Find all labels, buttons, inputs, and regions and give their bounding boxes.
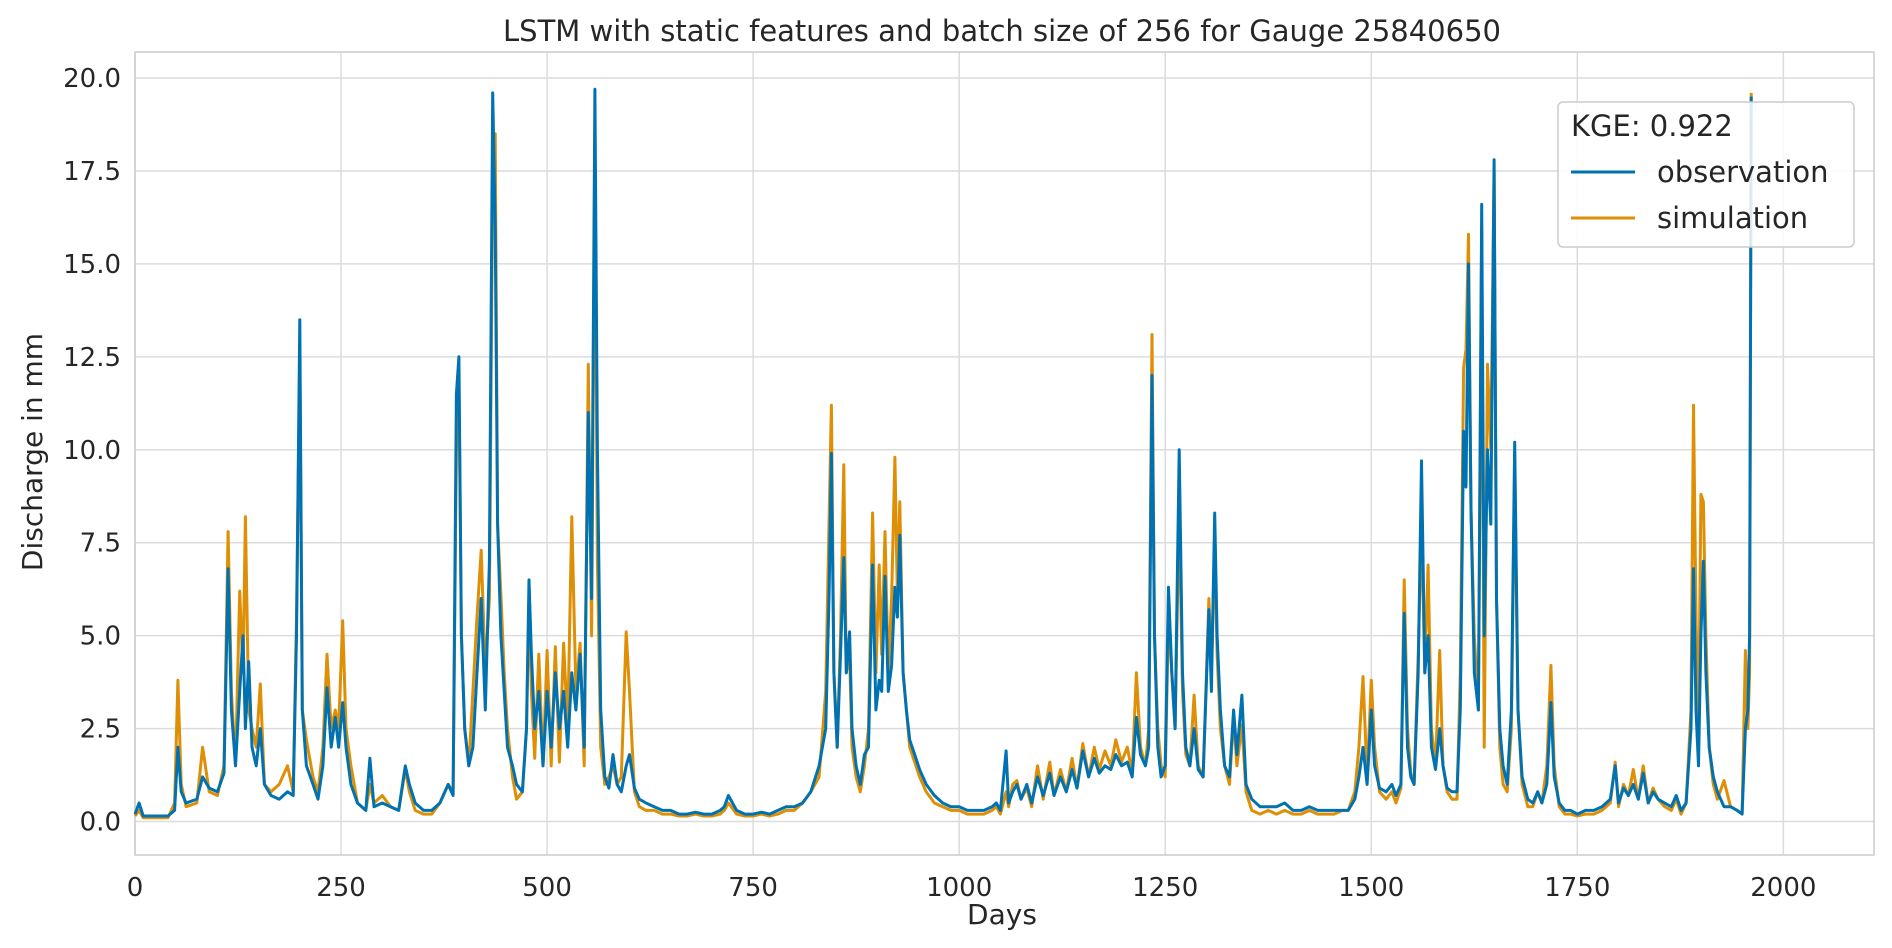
legend: KGE: 0.922 observation simulation bbox=[1557, 101, 1855, 248]
y-tick-label: 20.0 bbox=[63, 64, 121, 94]
x-tick-label: 500 bbox=[522, 873, 572, 903]
x-tick-label: 1000 bbox=[926, 873, 992, 903]
series-layer bbox=[133, 87, 1753, 820]
y-axis: 0.0 2.5 5.0 7.5 10.0 12.5 15.0 17.5 20.0 bbox=[63, 64, 121, 838]
x-tick-label: 750 bbox=[728, 873, 778, 903]
y-tick-label: 0.0 bbox=[80, 808, 121, 838]
y-axis-title: Discharge in mm bbox=[16, 333, 49, 571]
x-tick-label: 2000 bbox=[1750, 873, 1816, 903]
legend-label-observation: observation bbox=[1657, 155, 1829, 189]
legend-label-simulation: simulation bbox=[1657, 201, 1808, 235]
y-tick-label: 2.5 bbox=[80, 715, 121, 745]
legend-box bbox=[1557, 101, 1855, 248]
x-tick-label: 1750 bbox=[1544, 873, 1610, 903]
y-tick-label: 17.5 bbox=[63, 157, 121, 187]
x-axis: 0 250 500 750 1000 1250 1500 1750 2000 bbox=[127, 873, 1817, 903]
y-tick-label: 12.5 bbox=[63, 343, 121, 373]
x-tick-label: 1500 bbox=[1338, 873, 1404, 903]
legend-title: KGE: 0.922 bbox=[1571, 109, 1733, 143]
y-tick-label: 10.0 bbox=[63, 436, 121, 466]
x-tick-label: 0 bbox=[127, 873, 144, 903]
y-tick-label: 7.5 bbox=[80, 529, 121, 559]
y-tick-label: 15.0 bbox=[63, 250, 121, 280]
series-line-observation bbox=[133, 87, 1753, 818]
x-tick-label: 250 bbox=[316, 873, 366, 903]
x-axis-title: Days bbox=[967, 898, 1037, 931]
plot-area bbox=[134, 51, 1875, 856]
chart-title: LSTM with static features and batch size… bbox=[503, 14, 1501, 48]
x-tick-label: 1250 bbox=[1132, 873, 1198, 903]
y-tick-label: 5.0 bbox=[80, 622, 121, 652]
